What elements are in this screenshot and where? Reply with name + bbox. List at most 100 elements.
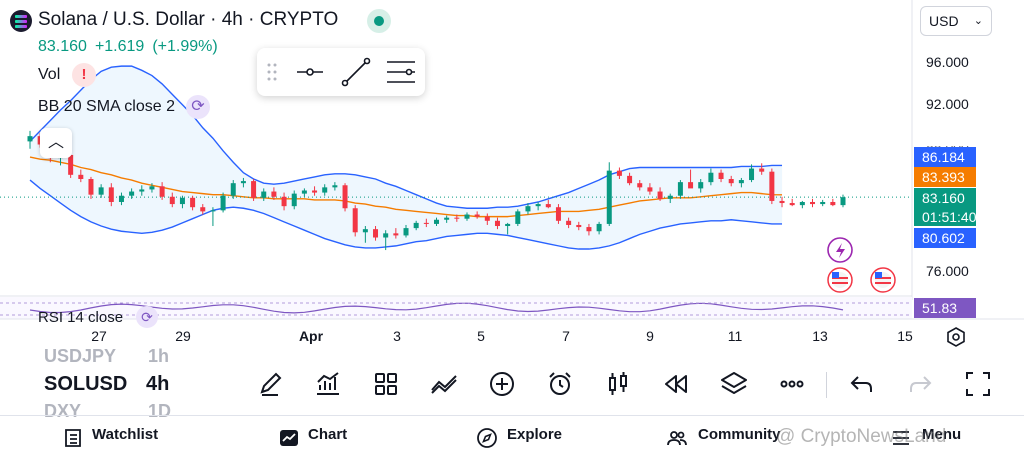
candle [281, 192, 287, 211]
nav-explore[interactable]: Explore [507, 426, 563, 443]
candle-body [728, 178, 734, 184]
trend-line-icon[interactable] [341, 57, 371, 87]
candle [342, 183, 348, 212]
volume-indicator-label[interactable]: Vol [38, 66, 61, 83]
settings-lines-icon[interactable] [387, 61, 415, 83]
fullscreen-icon[interactable] [962, 368, 994, 400]
alarm-icon[interactable] [544, 368, 576, 400]
candle-body [403, 228, 409, 236]
tag-value: 86.184 [922, 149, 965, 165]
candle-body [362, 229, 368, 233]
time-tick-label: Apr [298, 328, 324, 344]
interval-option-next[interactable]: 1D [148, 401, 172, 421]
drawing-toolbar-icons [267, 57, 415, 87]
candle-body [78, 174, 84, 179]
candle [576, 221, 582, 231]
replay-icon[interactable] [660, 368, 692, 400]
interval-option-prev[interactable]: 1h [148, 346, 170, 366]
chart-icon [280, 430, 298, 446]
alert-icon[interactable]: ! [72, 63, 96, 87]
community-icon [667, 431, 687, 446]
redo-icon[interactable] [904, 368, 936, 400]
candle [494, 217, 500, 230]
candle [728, 175, 734, 187]
price-tick-label: 76.000 [926, 263, 969, 279]
candle [362, 226, 368, 243]
add-icon[interactable] [486, 368, 518, 400]
candle-body [312, 190, 318, 193]
us-economic-event-icon [870, 267, 896, 293]
event-bolt [836, 243, 845, 258]
candle-body [149, 186, 155, 190]
horizontal-line-icon[interactable] [297, 68, 323, 76]
watermark: @ CryptoNewsLand [776, 426, 947, 447]
currency-select[interactable]: USD ⌄ [920, 6, 992, 36]
rsi-refresh-icon[interactable]: ⟳ [136, 306, 158, 328]
tag-value: 80.602 [922, 230, 965, 246]
symbol-selected[interactable]: SOLUSD [44, 373, 128, 395]
candle-body [545, 204, 551, 208]
bb-upper-line [29, 65, 783, 209]
event-flag-stripe [832, 277, 848, 279]
layers-icon[interactable] [718, 368, 750, 400]
candle [647, 183, 653, 195]
refresh-icon[interactable]: ⟳ [186, 95, 210, 119]
symbol-title[interactable]: Solana / U.S. Dollar · 4h · CRYPTO [38, 9, 339, 30]
candle [566, 217, 572, 229]
candle-body [688, 182, 694, 189]
candle [515, 209, 521, 227]
candle [240, 177, 246, 188]
candle-body [657, 191, 663, 199]
candle [139, 185, 145, 196]
nav-watchlist[interactable]: Watchlist [92, 426, 159, 443]
market-open-status-icon[interactable] [367, 9, 391, 33]
symbol-option-prev[interactable]: USDJPY [44, 346, 117, 366]
tag-value: 83.393 [922, 169, 965, 185]
candle-body [779, 200, 785, 204]
candle-body [118, 195, 124, 202]
layouts-icon[interactable] [370, 368, 402, 400]
bb-band-fill [30, 66, 783, 250]
nav-chart[interactable]: Chart [308, 426, 348, 443]
candle-body [596, 223, 602, 232]
candle [27, 130, 33, 149]
indicators-icon[interactable] [312, 368, 344, 400]
candle [291, 190, 297, 210]
more-icon[interactable] [776, 368, 808, 400]
bb-basis-tag: 83.393 [914, 167, 976, 187]
watchlist-icon [65, 429, 81, 447]
undo-icon[interactable] [846, 368, 878, 400]
pencil-icon[interactable] [254, 368, 286, 400]
candle [200, 204, 206, 215]
last-price: 83.160 [38, 38, 87, 55]
candle [779, 196, 785, 208]
candle-body [718, 172, 724, 179]
candle [454, 214, 460, 222]
event-flag-stripe [875, 282, 891, 284]
compare-icon[interactable] [428, 368, 460, 400]
chart-settings-icon[interactable] [944, 325, 968, 349]
candle-body [464, 214, 470, 219]
bb-indicator-label[interactable]: BB 20 SMA close 2 [38, 98, 175, 115]
candle [667, 193, 673, 204]
candle-body [240, 181, 246, 184]
candle-body [68, 154, 74, 175]
candle [78, 169, 84, 183]
candle [169, 192, 175, 208]
candle-body [291, 193, 297, 207]
candles-icon[interactable] [602, 368, 634, 400]
interval-selected[interactable]: 4h [146, 373, 170, 395]
nav-menu[interactable]: Menu [922, 426, 962, 443]
nav-community[interactable]: Community [698, 426, 781, 443]
candle-body [647, 187, 653, 192]
candle [840, 194, 846, 208]
candle [474, 211, 480, 219]
rsi-indicator-label[interactable]: RSI 14 close [38, 309, 124, 326]
event-flag-stripe [832, 282, 848, 284]
candle [464, 212, 470, 221]
candle-body [373, 229, 379, 238]
drag-handle-icon[interactable] [267, 63, 277, 81]
symbol-option-next[interactable]: DXY [44, 401, 82, 421]
collapse-legend-button[interactable]: ︿ [40, 128, 72, 158]
candle-body [454, 217, 460, 219]
